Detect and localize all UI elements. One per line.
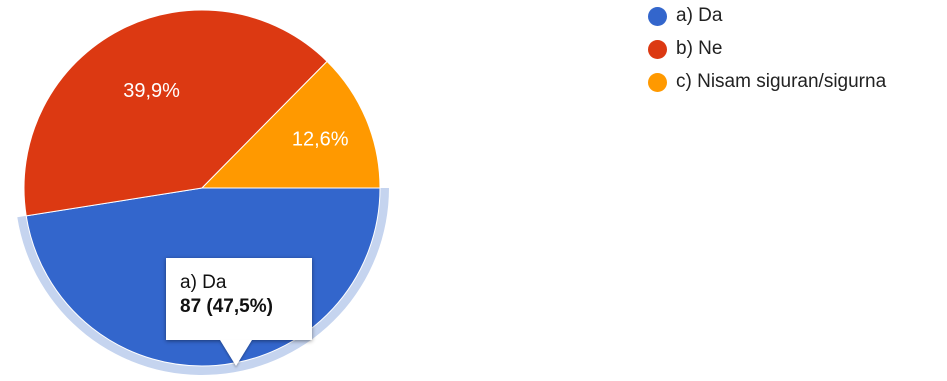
- legend-item-da[interactable]: a) Da: [648, 4, 886, 28]
- legend-item-ne[interactable]: b) Ne: [648, 37, 886, 61]
- pie-slice-nisam-siguran[interactable]: [200, 60, 381, 189]
- legend-swatch-da: [648, 6, 667, 26]
- legend-item-nisam-siguran[interactable]: c) Nisam siguran/sigurna: [648, 70, 886, 94]
- pie-slice-ne[interactable]: [23, 9, 328, 217]
- legend-label-nisam-siguran: c) Nisam siguran/sigurna: [676, 71, 887, 92]
- tooltip-pointer: [220, 340, 252, 366]
- legend-swatch-nisam-siguran: [648, 72, 667, 92]
- slice-percent-label: 12,6%: [292, 129, 349, 151]
- legend-swatch-ne: [648, 39, 667, 59]
- legend-label-ne: b) Ne: [676, 38, 723, 59]
- tooltip-value: 87 (47,5%): [180, 296, 273, 317]
- tooltip-category: a) Da: [180, 272, 227, 293]
- slice-labels-group: 39,9% 12,6%: [123, 80, 349, 151]
- chart-tooltip: a) Da 87 (47,5%): [166, 258, 312, 366]
- slice-percent-label: 39,9%: [123, 80, 180, 102]
- legend-label-da: a) Da: [676, 5, 723, 26]
- chart-legend: a) Da b) Ne c) Nisam siguran/sigurna: [648, 4, 886, 94]
